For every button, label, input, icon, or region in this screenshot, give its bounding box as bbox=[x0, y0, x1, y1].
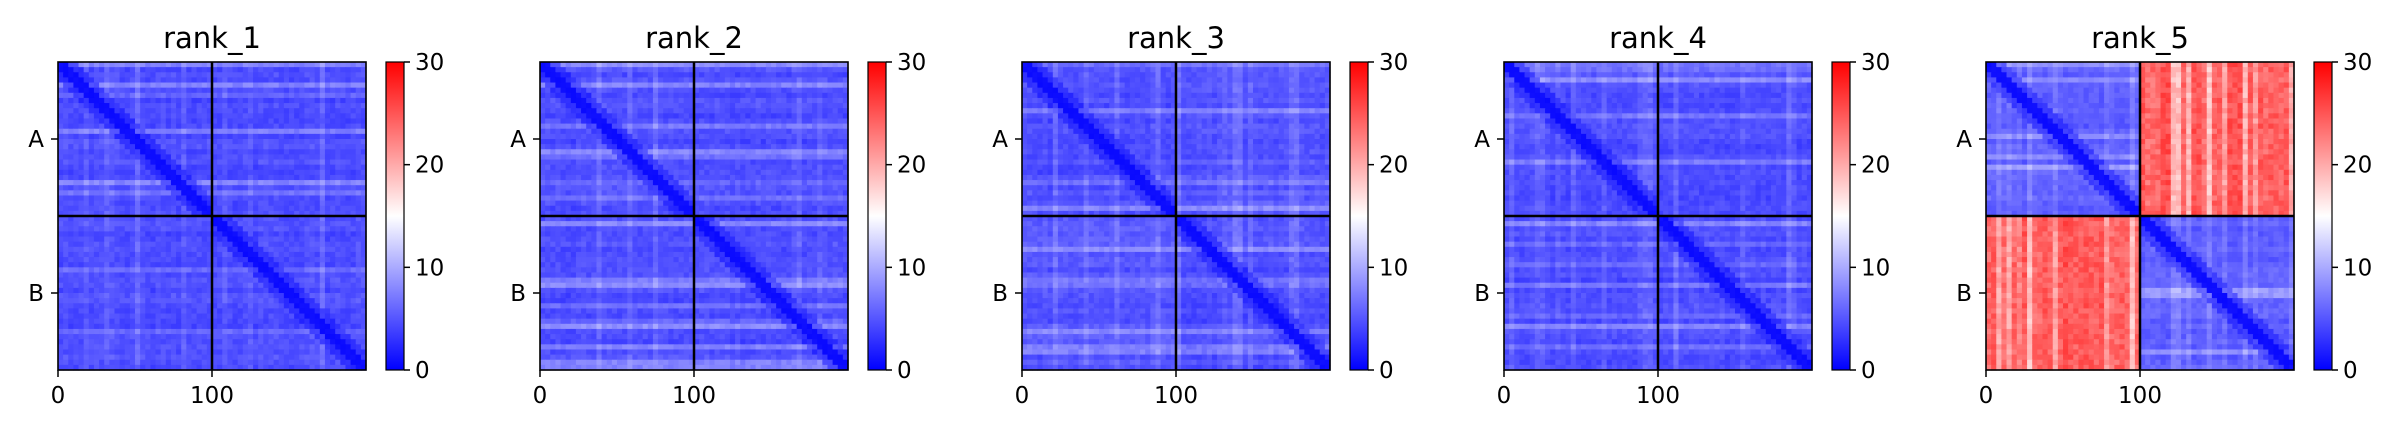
pae-panel-4: rank_4 0 100 A B 0 10 20 30 bbox=[1474, 21, 1890, 409]
colorbar-tick-label: 20 bbox=[2343, 153, 2372, 179]
colorbar-gradient bbox=[1831, 61, 1851, 371]
panel-title: rank_4 bbox=[1609, 21, 1707, 55]
pae-panel-1: rank_1 0 100 A B 0 10 20 30 bbox=[28, 21, 444, 409]
x-tick-label: 0 bbox=[1979, 383, 1994, 409]
colorbar-tick-label: 0 bbox=[1861, 358, 1876, 384]
chain-label: A bbox=[992, 127, 1008, 153]
x-tick-label: 100 bbox=[2118, 383, 2162, 409]
colorbar-tick-label: 0 bbox=[897, 358, 912, 384]
pae-panel-5: rank_5 0 100 A B 0 10 20 30 bbox=[1956, 21, 2372, 409]
colorbar-tick-label: 10 bbox=[1861, 255, 1890, 281]
x-tick-label: 100 bbox=[190, 383, 234, 409]
heatmap-cells bbox=[1504, 62, 1813, 371]
colorbar-tick-label: 20 bbox=[415, 153, 444, 179]
x-tick-label: 0 bbox=[1015, 383, 1030, 409]
colorbar-tick-label: 10 bbox=[415, 255, 444, 281]
chain-label: B bbox=[1474, 281, 1490, 307]
colorbar-tick-label: 20 bbox=[1379, 153, 1408, 179]
colorbar: 0 10 20 30 bbox=[1349, 50, 1408, 384]
colorbar-tick-label: 0 bbox=[1379, 358, 1394, 384]
heatmap-cells bbox=[1022, 62, 1331, 371]
colorbar-gradient bbox=[2313, 61, 2333, 371]
chain-label: A bbox=[1474, 127, 1490, 153]
colorbar-tick-label: 20 bbox=[1861, 153, 1890, 179]
panel-title: rank_1 bbox=[163, 21, 261, 55]
colorbar-tick-label: 10 bbox=[2343, 255, 2372, 281]
panel-title: rank_5 bbox=[2091, 21, 2189, 55]
chain-label: A bbox=[28, 127, 44, 153]
pae-panel-3: rank_3 0 100 A B 0 10 20 30 bbox=[992, 21, 1408, 409]
colorbar-tick-label: 30 bbox=[1861, 50, 1890, 76]
colorbar: 0 10 20 30 bbox=[2313, 50, 2372, 384]
colorbar-tick-label: 30 bbox=[415, 50, 444, 76]
x-tick-label: 0 bbox=[1497, 383, 1512, 409]
colorbar-tick-label: 0 bbox=[415, 358, 430, 384]
colorbar-tick-label: 20 bbox=[897, 153, 926, 179]
chain-label: A bbox=[510, 127, 526, 153]
pae-panel-2: rank_2 0 100 A B 0 10 20 30 bbox=[510, 21, 926, 409]
x-tick-label: 0 bbox=[533, 383, 548, 409]
x-tick-label: 100 bbox=[1154, 383, 1198, 409]
colorbar: 0 10 20 30 bbox=[867, 50, 926, 384]
heatmap-cells bbox=[1986, 62, 2295, 371]
colorbar-tick-label: 10 bbox=[1379, 255, 1408, 281]
chain-label: A bbox=[1956, 127, 1972, 153]
chain-label: B bbox=[28, 281, 44, 307]
colorbar-tick-label: 0 bbox=[2343, 358, 2358, 384]
heatmap-cells bbox=[58, 62, 367, 371]
colorbar-gradient bbox=[867, 61, 887, 371]
colorbar-tick-label: 30 bbox=[1379, 50, 1408, 76]
colorbar-gradient bbox=[385, 61, 405, 371]
heatmap-cells bbox=[540, 62, 849, 371]
colorbar: 0 10 20 30 bbox=[385, 50, 444, 384]
panel-title: rank_2 bbox=[645, 21, 743, 55]
chain-label: B bbox=[1956, 281, 1972, 307]
colorbar-tick-label: 10 bbox=[897, 255, 926, 281]
x-tick-label: 100 bbox=[672, 383, 716, 409]
colorbar-gradient bbox=[1349, 61, 1369, 371]
colorbar: 0 10 20 30 bbox=[1831, 50, 1890, 384]
x-tick-label: 100 bbox=[1636, 383, 1680, 409]
colorbar-tick-label: 30 bbox=[2343, 50, 2372, 76]
colorbar-tick-label: 30 bbox=[897, 50, 926, 76]
panel-title: rank_3 bbox=[1127, 21, 1225, 55]
x-tick-label: 0 bbox=[51, 383, 66, 409]
chain-label: B bbox=[510, 281, 526, 307]
chain-label: B bbox=[992, 281, 1008, 307]
